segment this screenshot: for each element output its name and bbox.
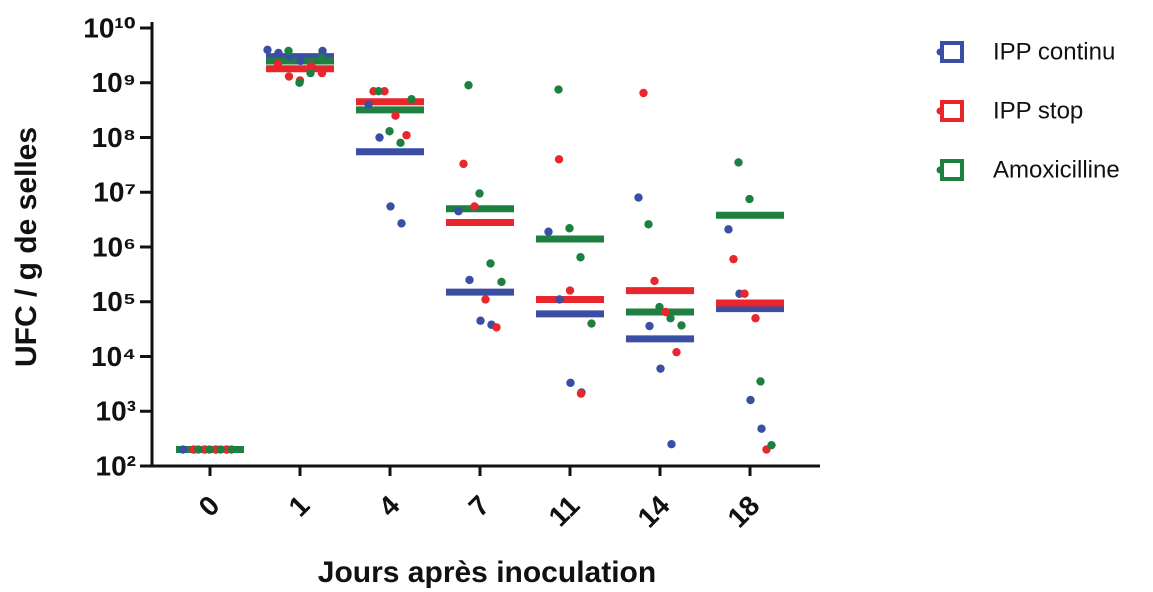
data-point <box>386 202 395 211</box>
data-point <box>454 207 463 216</box>
data-point <box>465 275 474 285</box>
data-point <box>205 445 214 454</box>
data-point <box>544 227 553 236</box>
data-point <box>464 81 473 90</box>
legend-dot <box>936 166 944 174</box>
data-point <box>645 321 654 331</box>
x-tick-label: 18 <box>722 490 766 534</box>
data-point <box>470 202 479 211</box>
data-point <box>391 111 400 120</box>
data-point <box>227 445 236 454</box>
data-point <box>554 85 563 94</box>
data-point <box>380 87 389 96</box>
data-point <box>677 321 686 330</box>
data-point <box>566 378 575 388</box>
legend-label: IPP stop <box>993 97 1083 124</box>
data-point <box>639 88 648 98</box>
data-point <box>364 100 373 109</box>
data-point <box>554 155 564 164</box>
data-point <box>481 295 490 304</box>
data-point <box>667 440 676 449</box>
x-axis-title: Jours après inoculation <box>318 556 656 589</box>
legend-swatch <box>940 100 964 122</box>
y-tick-label: 10⁸ <box>92 122 136 153</box>
data-point <box>634 193 643 202</box>
data-point <box>178 445 188 454</box>
data-point <box>565 286 575 295</box>
data-point <box>263 45 272 54</box>
data-point <box>666 314 675 323</box>
data-point <box>767 440 776 450</box>
data-point <box>318 46 327 56</box>
data-point <box>216 445 225 454</box>
data-point <box>746 395 755 405</box>
data-point <box>492 323 501 332</box>
data-point <box>396 138 405 148</box>
legend-swatch <box>940 159 964 181</box>
data-point <box>273 59 283 69</box>
y-tick-label: 10⁹ <box>92 67 136 98</box>
data-point <box>745 194 754 204</box>
data-point <box>306 68 315 78</box>
y-tick-label: 10² <box>96 450 136 481</box>
data-point <box>459 159 468 169</box>
data-point <box>397 219 406 228</box>
data-point <box>576 253 585 262</box>
data-point <box>757 424 766 433</box>
data-point <box>296 56 305 66</box>
y-tick-label: 10³ <box>96 396 136 427</box>
data-point <box>194 445 203 454</box>
legend-dot <box>936 107 944 115</box>
y-tick-label: 10¹⁰ <box>83 12 136 43</box>
data-point <box>724 225 733 234</box>
x-tick-label: 0 <box>193 490 226 523</box>
data-point <box>402 131 411 140</box>
x-tick-label: 1 <box>283 490 316 523</box>
x-tick-label: 11 <box>543 490 586 533</box>
data-point <box>740 289 749 298</box>
data-point <box>295 78 304 87</box>
legend-label: IPP continu <box>993 38 1115 65</box>
data-point <box>486 259 495 268</box>
data-point <box>476 316 485 325</box>
x-tick-label: 14 <box>632 489 676 533</box>
y-tick-label: 10⁵ <box>92 286 136 317</box>
data-point <box>734 158 743 167</box>
data-point <box>555 295 564 304</box>
data-point <box>375 133 384 142</box>
data-point <box>650 276 659 286</box>
y-axis-title: UFC / g de selles <box>10 127 43 367</box>
data-point <box>317 68 327 78</box>
data-point <box>565 224 574 233</box>
data-point <box>475 189 484 198</box>
data-point <box>497 277 506 287</box>
y-tick-label: 10⁶ <box>92 231 136 262</box>
legend-label: Amoxicilline <box>993 156 1120 183</box>
data-point <box>374 87 383 96</box>
y-tick-label: 10⁴ <box>91 341 136 372</box>
data-point <box>317 54 326 63</box>
data-point <box>284 72 294 81</box>
data-point <box>729 254 738 264</box>
data-point <box>661 307 670 317</box>
data-point <box>587 319 596 328</box>
legend-swatch <box>940 41 964 63</box>
data-point <box>306 62 316 71</box>
x-tick-label: 7 <box>463 490 496 523</box>
x-tick-label: 4 <box>373 489 406 522</box>
data-point <box>407 95 416 104</box>
data-point <box>672 347 681 357</box>
data-point <box>284 46 293 56</box>
data-point <box>274 48 283 58</box>
data-point <box>751 314 760 323</box>
data-point <box>756 377 765 386</box>
data-point <box>385 127 394 136</box>
data-point <box>655 302 664 312</box>
data-point <box>576 389 586 398</box>
data-point <box>644 220 653 229</box>
y-tick-label: 10⁷ <box>93 177 136 208</box>
data-point <box>656 364 665 373</box>
legend-dot <box>936 48 944 56</box>
